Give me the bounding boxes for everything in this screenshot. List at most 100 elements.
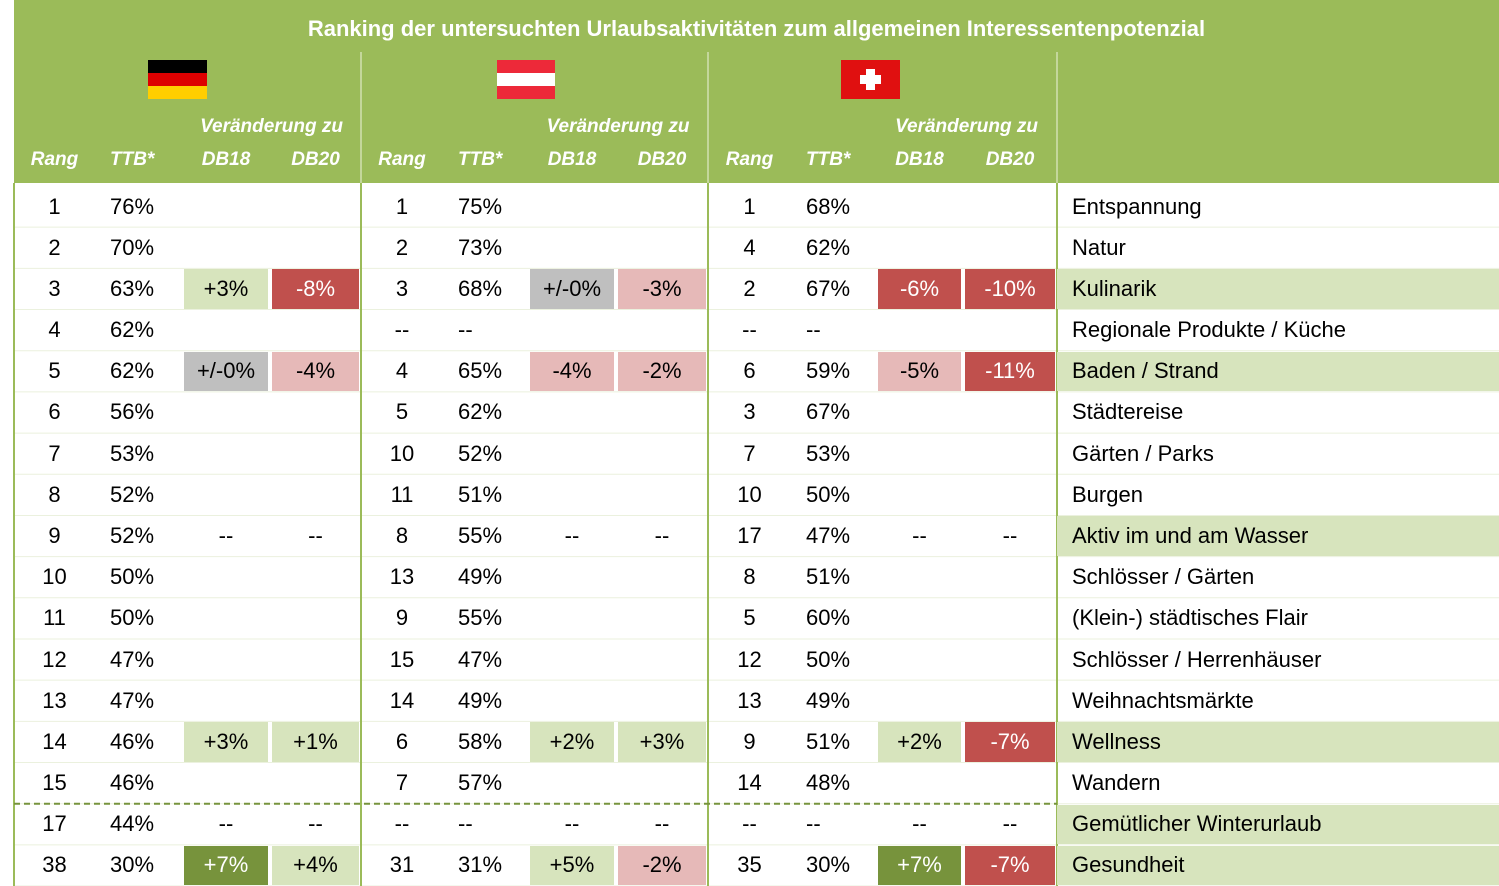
value-cell: 52% bbox=[110, 481, 155, 507]
value-cell bbox=[270, 311, 361, 350]
value-cell: 44% bbox=[110, 811, 155, 837]
value-cell: 47% bbox=[806, 523, 851, 549]
value-cell: 3 bbox=[395, 275, 409, 301]
value-cell: -- bbox=[394, 317, 410, 343]
activity-cell: (Klein-) städtisches Flair bbox=[1072, 605, 1308, 631]
value-cell: 60% bbox=[806, 605, 851, 631]
value-cell: -- bbox=[742, 811, 757, 837]
value-cell: 5 bbox=[395, 399, 409, 425]
value-cell bbox=[963, 640, 1057, 679]
value-cell: 30% bbox=[806, 852, 851, 878]
value-cell bbox=[182, 599, 270, 638]
value-cell: 4 bbox=[395, 358, 409, 384]
value-cell bbox=[876, 640, 963, 679]
value-cell: 51% bbox=[458, 481, 503, 507]
value-cell: 51% bbox=[806, 728, 851, 754]
value-cell: +3% bbox=[618, 722, 706, 762]
value-cell bbox=[616, 681, 708, 720]
change-label: Veränderung zu bbox=[546, 116, 690, 137]
value-cell: -4% bbox=[272, 351, 359, 391]
value-cell bbox=[963, 393, 1057, 432]
value-cell: 5 bbox=[743, 605, 756, 631]
value-cell: -- bbox=[218, 523, 234, 549]
value-cell: 6 bbox=[743, 358, 756, 384]
activity-cell: Regionale Produkte / Küche bbox=[1072, 317, 1346, 343]
value-cell: 52% bbox=[110, 523, 155, 549]
flag-at bbox=[497, 60, 555, 99]
value-cell: -5% bbox=[878, 351, 961, 391]
value-cell bbox=[963, 228, 1057, 267]
value-cell: 67% bbox=[806, 275, 851, 301]
value-cell bbox=[963, 434, 1057, 473]
value-cell: -- bbox=[458, 811, 473, 837]
value-cell: 6 bbox=[48, 399, 61, 425]
value-cell: +7% bbox=[878, 845, 961, 886]
value-cell bbox=[182, 640, 270, 679]
value-cell bbox=[270, 558, 361, 597]
value-cell: +3% bbox=[184, 269, 268, 309]
value-cell bbox=[963, 311, 1057, 350]
value-cell bbox=[528, 475, 616, 514]
value-cell: 62% bbox=[110, 358, 155, 384]
value-cell bbox=[876, 681, 963, 720]
value-cell: 12 bbox=[42, 646, 67, 672]
value-cell bbox=[182, 393, 270, 432]
value-cell: -- bbox=[912, 523, 927, 549]
value-cell bbox=[528, 311, 616, 350]
value-cell: +5% bbox=[530, 845, 614, 886]
value-cell: 15 bbox=[42, 770, 67, 796]
value-cell bbox=[270, 187, 361, 226]
value-cell: 14 bbox=[737, 770, 762, 796]
value-cell: 14 bbox=[389, 687, 415, 713]
value-cell: 31% bbox=[458, 852, 503, 878]
value-cell bbox=[270, 640, 361, 679]
value-cell: 11 bbox=[43, 605, 66, 631]
value-cell: 47% bbox=[458, 646, 503, 672]
column-header: DB18 bbox=[547, 149, 597, 170]
column-header: TTB* bbox=[458, 149, 503, 170]
value-cell bbox=[876, 599, 963, 638]
value-cell bbox=[182, 475, 270, 514]
value-cell: 17 bbox=[42, 811, 67, 837]
value-cell: -- bbox=[1002, 811, 1018, 837]
value-cell bbox=[528, 640, 616, 679]
column-header: Rang bbox=[30, 149, 79, 170]
value-cell: 62% bbox=[458, 399, 503, 425]
value-cell: 52% bbox=[458, 440, 503, 466]
value-cell bbox=[963, 558, 1057, 597]
value-cell: 1 bbox=[48, 193, 61, 219]
value-cell: 46% bbox=[110, 728, 155, 754]
column-header: TTB* bbox=[806, 149, 851, 170]
column-header: DB18 bbox=[201, 149, 251, 170]
value-cell: 10 bbox=[737, 481, 762, 507]
value-cell: 8 bbox=[48, 481, 61, 507]
value-cell bbox=[616, 475, 708, 514]
value-cell bbox=[876, 764, 963, 803]
value-cell: 55% bbox=[458, 605, 503, 631]
value-cell: -- bbox=[564, 811, 580, 837]
value-cell: 55% bbox=[458, 523, 503, 549]
value-cell: 4 bbox=[743, 234, 756, 260]
value-cell bbox=[876, 393, 963, 432]
value-cell: +/-0% bbox=[184, 351, 268, 391]
value-cell: 62% bbox=[110, 317, 155, 343]
value-cell: 50% bbox=[806, 646, 851, 672]
value-cell: -3% bbox=[618, 269, 706, 309]
value-cell: 62% bbox=[806, 234, 851, 260]
value-cell: +2% bbox=[878, 722, 961, 762]
value-cell: -8% bbox=[272, 269, 359, 309]
value-cell bbox=[616, 434, 708, 473]
value-cell bbox=[182, 228, 270, 267]
column-header: Rang bbox=[378, 149, 426, 170]
value-cell: 63% bbox=[110, 275, 155, 301]
value-cell: 6 bbox=[395, 728, 409, 754]
value-cell bbox=[270, 599, 361, 638]
value-cell: -2% bbox=[618, 351, 706, 391]
value-cell: 3 bbox=[743, 399, 756, 425]
value-cell: 8 bbox=[743, 564, 756, 590]
value-cell: 49% bbox=[806, 687, 851, 713]
value-cell: 9 bbox=[395, 605, 409, 631]
value-cell: 15 bbox=[389, 646, 415, 672]
